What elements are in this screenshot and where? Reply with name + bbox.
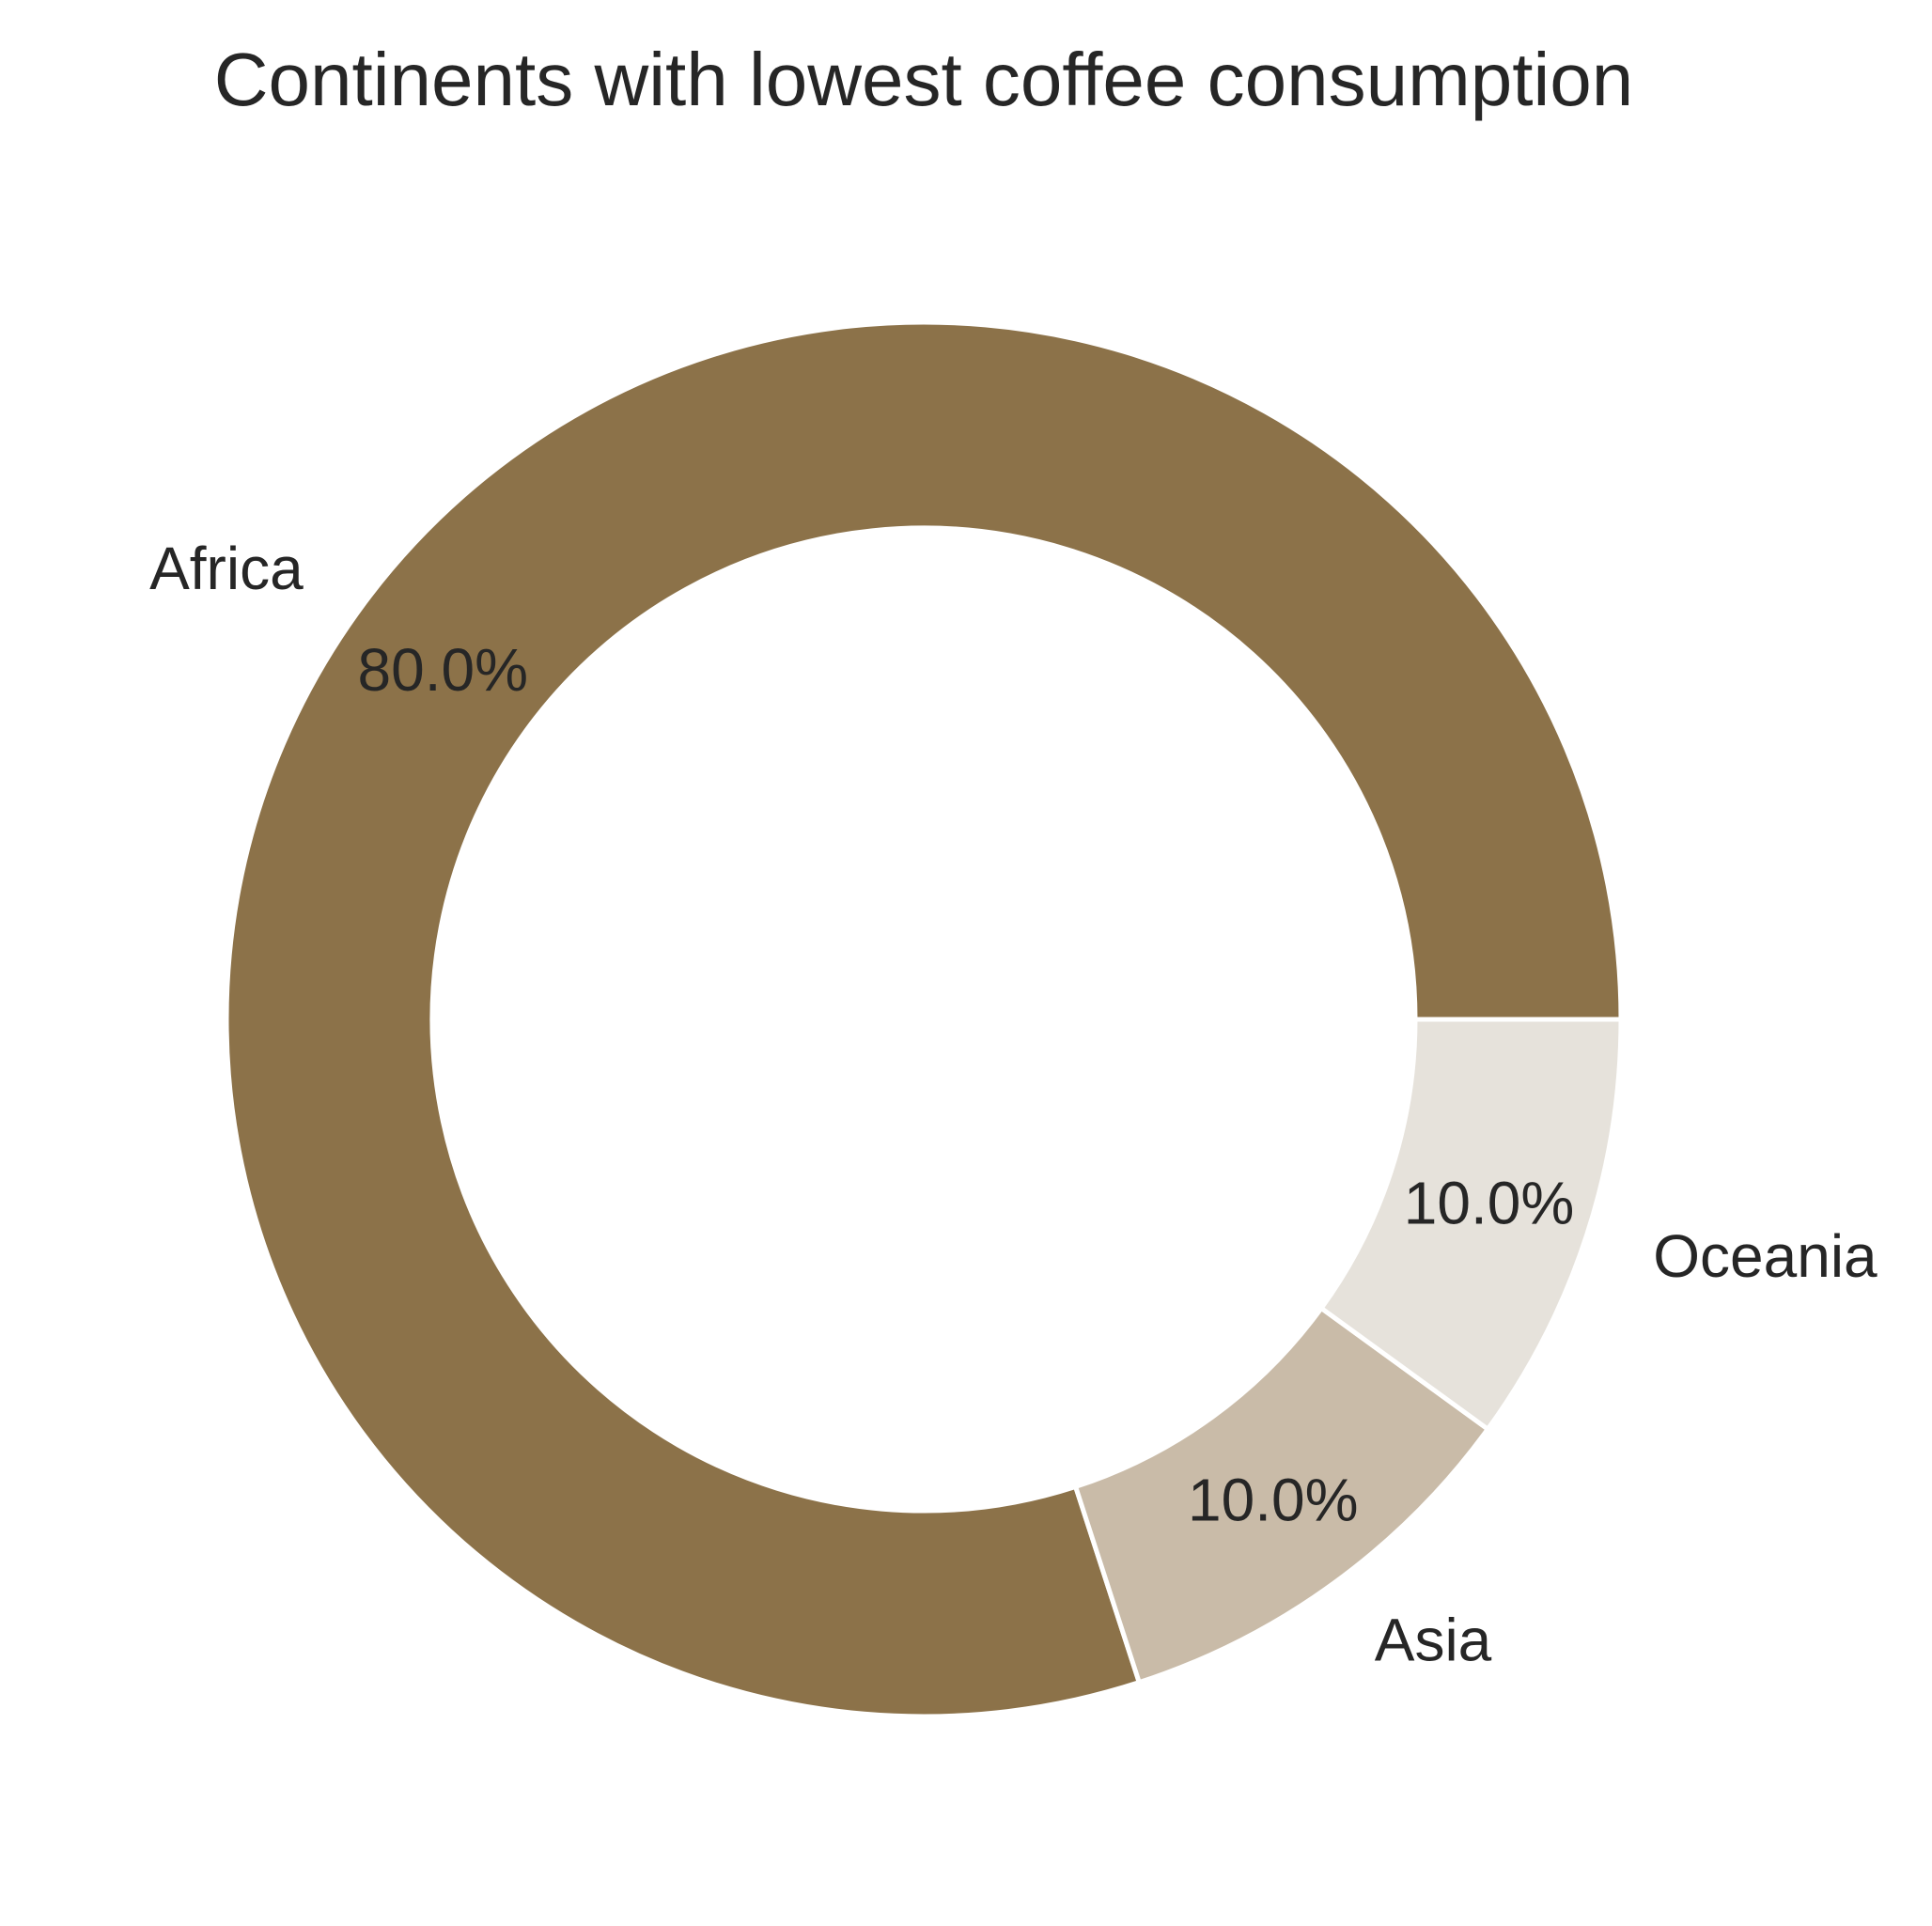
slices-group <box>224 319 1624 1719</box>
chart-title: Continents with lowest coffee consumptio… <box>214 38 1633 121</box>
category-label-africa: Africa <box>149 535 304 602</box>
category-label-asia: Asia <box>1375 1606 1492 1673</box>
pct-label-africa: 80.0% <box>358 636 528 704</box>
slice-africa <box>224 319 1624 1719</box>
pct-label-oceania: 10.0% <box>1404 1169 1574 1236</box>
slice-oceania <box>1317 1017 1624 1433</box>
category-label-oceania: Oceania <box>1653 1222 1877 1290</box>
pct-label-asia: 10.0% <box>1188 1467 1358 1534</box>
labels-group: 80.0% Africa 10.0% Asia 10.0% Oceania <box>149 535 1877 1673</box>
